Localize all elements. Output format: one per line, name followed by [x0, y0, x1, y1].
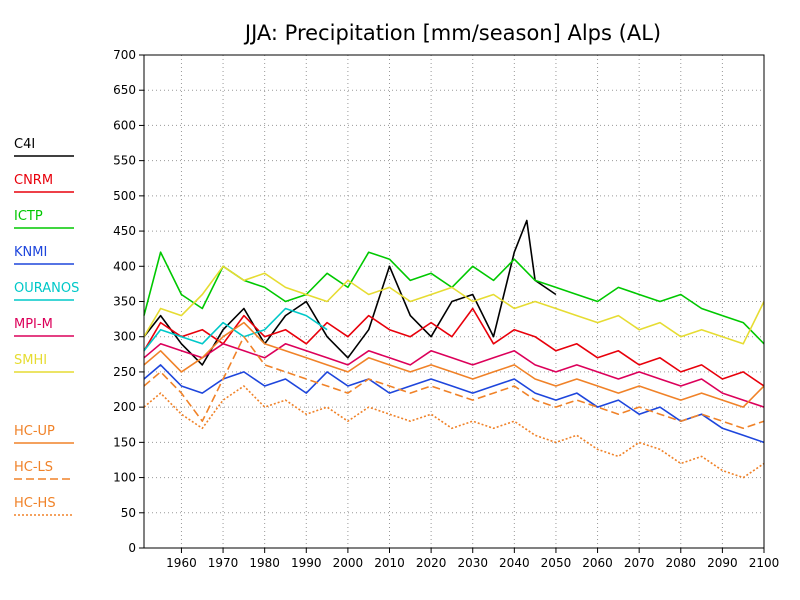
x-tick-label: 2080: [666, 556, 697, 570]
x-tick-label: 2020: [416, 556, 447, 570]
legend: C4I CNRM ICTP KNMI OURANOS MPI-M SMHI HC-UP HC-L…: [14, 137, 79, 516]
x-tick-label: 2090: [707, 556, 738, 570]
y-tick-label: 100: [113, 471, 136, 485]
y-tick-label: 350: [113, 295, 136, 309]
x-tick-label: 1980: [249, 556, 280, 570]
x-tick-label: 2050: [541, 556, 572, 570]
y-tick-label: 50: [121, 506, 136, 520]
x-tick-label: 2000: [333, 556, 364, 570]
x-tick-label: 2060: [582, 556, 613, 570]
legend-label: KNMI: [14, 245, 47, 260]
series-line-smhi: [143, 265, 765, 345]
x-tick-label: 1970: [208, 556, 239, 570]
series-line-knmi: [143, 364, 765, 444]
x-tick-label: 1990: [291, 556, 322, 570]
legend-label: C4I: [14, 137, 35, 152]
y-tick-label: 0: [128, 541, 136, 555]
x-tick-label: 2070: [624, 556, 655, 570]
legend-label: SMHI: [14, 353, 47, 368]
y-axis: 0 50 100 150 200 250 300 350 400 450 500 550 600 650 7…: [113, 48, 144, 555]
y-tick-label: 300: [113, 330, 136, 344]
series-line-cnrm: [143, 307, 765, 387]
legend-label: HC-HS: [14, 496, 56, 511]
legend-label: CNRM: [14, 173, 53, 188]
x-tick-label: 1960: [166, 556, 197, 570]
series-layer: [143, 219, 765, 479]
y-tick-label: 700: [113, 48, 136, 62]
chart-title: JJA: Precipitation [mm/season] Alps (AL): [243, 21, 661, 45]
y-tick-label: 250: [113, 365, 136, 379]
y-tick-label: 150: [113, 435, 136, 449]
series-line-mpi-m: [143, 342, 765, 408]
y-tick-label: 500: [113, 189, 136, 203]
legend-label: HC-LS: [14, 460, 53, 475]
x-tick-label: 2040: [499, 556, 530, 570]
x-axis: 1960 1970 1980 1990 2000 2010 2020 2030 2040 2050…: [166, 548, 779, 570]
series-line-hc-up: [143, 321, 765, 408]
y-tick-label: 650: [113, 83, 136, 97]
legend-label: ICTP: [14, 209, 43, 224]
legend-label: HC-UP: [14, 424, 55, 439]
legend-label: MPI-M: [14, 317, 53, 332]
legend-label: OURANOS: [14, 281, 79, 296]
y-tick-label: 400: [113, 259, 136, 273]
y-tick-label: 450: [113, 224, 136, 238]
series-line-hc-hs: [143, 385, 765, 479]
y-tick-label: 200: [113, 400, 136, 414]
x-tick-label: 2010: [374, 556, 405, 570]
y-tick-label: 600: [113, 118, 136, 132]
y-tick-label: 550: [113, 154, 136, 168]
x-tick-label: 2100: [749, 556, 780, 570]
series-line-hc-ls: [143, 335, 765, 430]
x-tick-label: 2030: [457, 556, 488, 570]
